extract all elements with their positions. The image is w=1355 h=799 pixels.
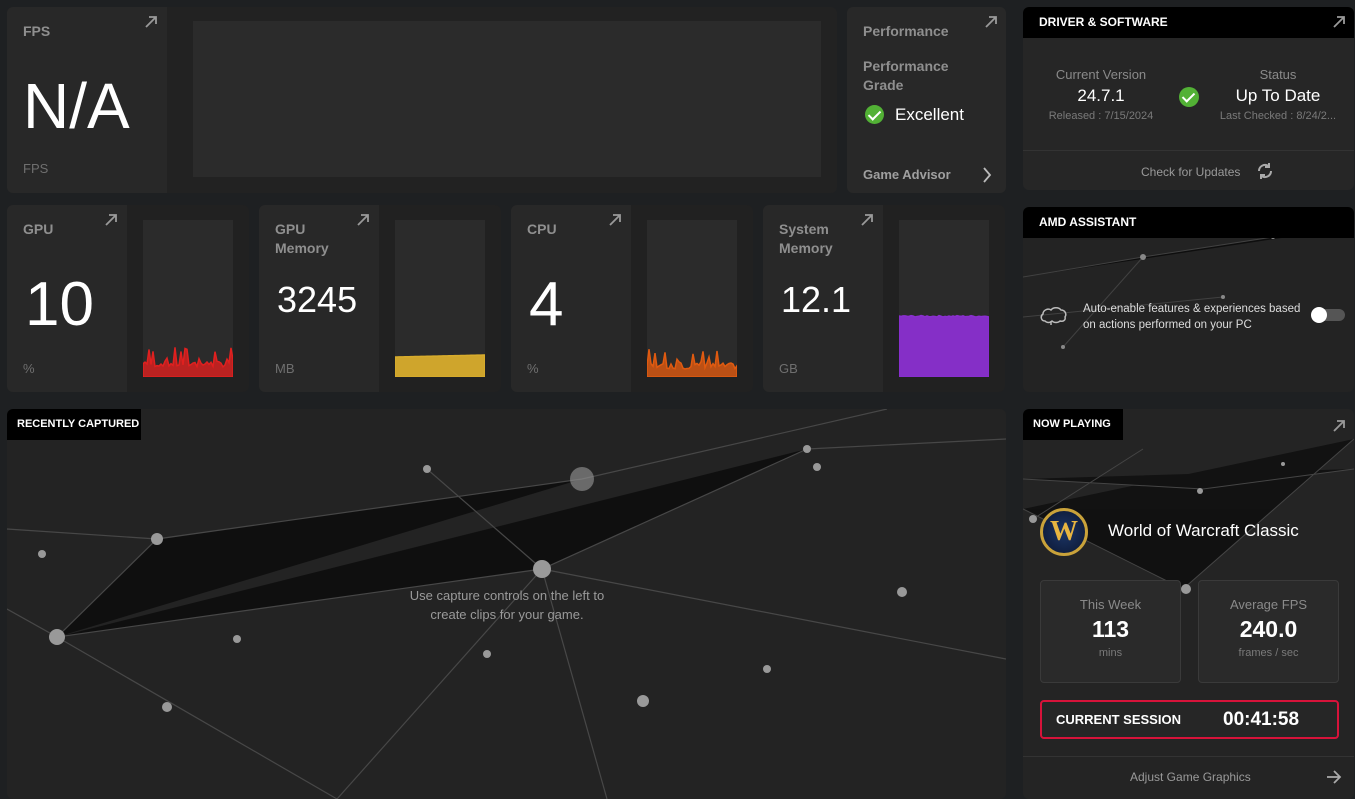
- performance-grade: Excellent: [895, 105, 964, 124]
- current-session: CURRENT SESSION 00:41:58: [1040, 700, 1339, 739]
- assistant-text: Auto-enable features & experiences based…: [1083, 303, 1301, 331]
- fps-card[interactable]: FPS N/A FPS: [7, 7, 837, 193]
- game-advisor-label: Game Advisor: [863, 167, 951, 182]
- expand-icon[interactable]: [608, 213, 622, 227]
- check-icon: [1179, 87, 1199, 107]
- assistant-header: AMD ASSISTANT: [1023, 207, 1354, 238]
- game-title: World of Warcraft Classic: [1108, 521, 1299, 540]
- driver-header: DRIVER & SOFTWARE: [1023, 7, 1354, 38]
- check-updates-label: Check for Updates: [1141, 165, 1241, 179]
- version-value: 24.7.1: [1077, 86, 1125, 105]
- chevron-right-icon: [983, 167, 992, 183]
- week-label: This Week: [1079, 597, 1142, 612]
- metric-graph: [143, 220, 233, 377]
- metric-card-gpu-memory[interactable]: GPU Memory 3245 MB: [259, 205, 501, 392]
- fps-value: N/A: [23, 70, 130, 142]
- week-unit: mins: [1098, 647, 1123, 659]
- fps-label: Average FPS: [1229, 597, 1308, 612]
- adjust-label: Adjust Game Graphics: [1130, 770, 1251, 784]
- fps-unit: FPS: [23, 161, 49, 176]
- metric-label: System Memory: [779, 221, 833, 256]
- game-advisor-link[interactable]: Game Advisor: [863, 166, 998, 186]
- status-label: Status: [1259, 67, 1297, 82]
- sparkline: [899, 314, 989, 377]
- refresh-icon: [1257, 163, 1273, 179]
- assistant-toggle[interactable]: [1311, 307, 1345, 323]
- this-week-stat: This Week 113 mins: [1040, 580, 1181, 683]
- performance-grade-label: Performance Grade: [863, 58, 949, 93]
- metric-unit: MB: [275, 361, 295, 376]
- session-label: CURRENT SESSION: [1056, 712, 1181, 727]
- metric-card-gpu[interactable]: GPU 10 %: [7, 205, 249, 392]
- fps-unit: frames / sec: [1238, 647, 1299, 659]
- sparkline-area: [899, 314, 989, 377]
- metric-label: GPU: [23, 221, 54, 237]
- metric-graph: [395, 220, 485, 377]
- now-playing-card: NOW PLAYING W World of Warcraft Classic …: [1023, 409, 1354, 799]
- captured-message: Use capture controls on the left to crea…: [409, 588, 605, 622]
- fps-label: FPS: [23, 23, 51, 39]
- expand-icon[interactable]: [984, 15, 998, 29]
- fps-value: 240.0: [1239, 616, 1298, 642]
- expand-icon[interactable]: [860, 213, 874, 227]
- network-background: [7, 409, 1006, 799]
- check-updates-button[interactable]: Check for Updates: [1023, 151, 1354, 190]
- performance-card[interactable]: Performance Performance Grade Excellent …: [847, 7, 1006, 193]
- metric-unit: %: [527, 361, 539, 376]
- network-background: [1023, 438, 1354, 594]
- last-checked: Last Checked : 8/24/2...: [1219, 110, 1337, 122]
- metric-label: GPU Memory: [275, 221, 329, 256]
- expand-icon[interactable]: [144, 15, 158, 29]
- metric-value: 12.1: [781, 279, 852, 320]
- average-fps-stat: Average FPS 240.0 frames / sec: [1198, 580, 1339, 683]
- status-value: Up To Date: [1235, 86, 1321, 105]
- metric-value: 4: [529, 270, 564, 339]
- driver-software-card: DRIVER & SOFTWARE Current Version 24.7.1…: [1023, 7, 1354, 190]
- released-date: Released : 7/15/2024: [1048, 110, 1154, 122]
- metric-card-system-memory[interactable]: System Memory 12.1 GB: [763, 205, 1005, 392]
- brain-icon: [1040, 307, 1067, 325]
- week-value: 113: [1091, 616, 1130, 642]
- metric-graph: [647, 220, 737, 377]
- expand-icon[interactable]: [1332, 15, 1346, 29]
- version-label: Current Version: [1055, 67, 1147, 82]
- expand-icon[interactable]: [104, 213, 118, 227]
- expand-icon[interactable]: [1332, 419, 1346, 433]
- sparkline-area: [395, 354, 485, 377]
- sparkline-area: [647, 349, 737, 377]
- recently-captured-card: RECENTLY CAPTURED Use capture controls o…: [7, 409, 1006, 799]
- expand-icon[interactable]: [356, 213, 370, 227]
- sparkline: [143, 347, 233, 377]
- now-playing-header: NOW PLAYING: [1023, 409, 1123, 440]
- amd-assistant-card: AMD ASSISTANT Auto-enable features & exp…: [1023, 207, 1354, 392]
- captured-header: RECENTLY CAPTURED: [7, 409, 141, 440]
- metric-label: CPU: [527, 221, 557, 237]
- session-time: 00:41:58: [1223, 709, 1300, 730]
- metric-unit: %: [23, 361, 35, 376]
- adjust-game-graphics-button[interactable]: Adjust Game Graphics: [1023, 757, 1354, 799]
- sparkline-area: [143, 347, 233, 377]
- performance-title: Performance: [863, 23, 949, 39]
- sparkline: [647, 349, 737, 377]
- arrow-right-icon: [1327, 770, 1342, 784]
- sparkline: [395, 354, 485, 377]
- metric-unit: GB: [779, 361, 798, 376]
- metric-value: 3245: [277, 279, 358, 320]
- metric-value: 10: [25, 270, 94, 339]
- game-icon: W: [1040, 508, 1088, 556]
- check-icon: [865, 105, 884, 124]
- fps-graph: [193, 21, 821, 177]
- metric-card-cpu[interactable]: CPU 4 %: [511, 205, 753, 392]
